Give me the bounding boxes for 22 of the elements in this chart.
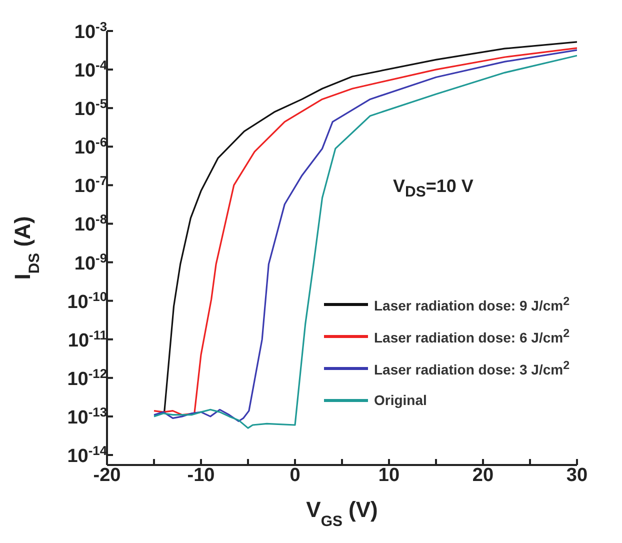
x-tick-label: -20 [93,465,121,486]
x-tick-label: 0 [290,465,300,486]
legend-label: Laser radiation dose: 9 J/cm$^{2}$ [374,294,570,314]
y-tick-label: 10$^{-13}$ [67,404,107,428]
x-tick-label: 10 [378,465,400,486]
x-axis-title: V$_{GS}$ (V) [306,497,378,530]
x-tick-label: 30 [566,465,588,486]
x-tick-label: -10 [187,465,215,486]
annotation: V$_{DS}$=10 V [393,176,474,201]
y-tick-label: 10$^{-6}$ [74,134,107,159]
y-tick-label: 10$^{-4}$ [74,57,108,82]
y-tick-label: 10$^{-10}$ [67,288,107,313]
legend-label: Laser radiation dose: 6 J/cm$^{2}$ [374,326,570,346]
y-tick-label: 10$^{-14}$ [67,442,108,467]
y-tick-label: 10$^{-7}$ [74,172,107,198]
y-tick-label: 10$^{-3}$ [74,18,107,43]
y-tick-label: 10$^{-11}$ [68,326,107,352]
y-tick-label: 10$^{-12}$ [67,365,107,390]
y-tick-label: 10$^{-5}$ [74,96,107,120]
legend-label: Laser radiation dose: 3 J/cm$^{2}$ [374,358,570,378]
legend-label: Original [374,392,427,408]
x-tick-label: 20 [472,465,494,486]
